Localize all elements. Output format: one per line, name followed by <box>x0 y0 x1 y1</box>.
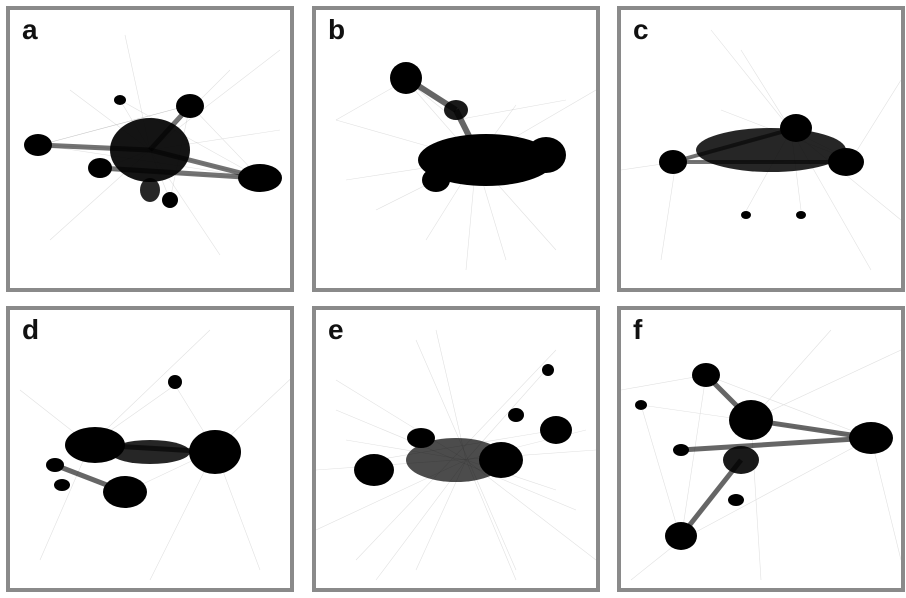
network-graph-f <box>621 329 901 581</box>
panel-e: e <box>312 306 600 592</box>
panel-label-d: d <box>22 314 40 345</box>
network-graph-e <box>316 329 596 581</box>
panel-b: b <box>312 6 600 292</box>
panel-c: c <box>617 6 905 292</box>
panel-label-f: f <box>633 314 643 345</box>
panel-label-e: e <box>328 314 344 345</box>
panel-label-a: a <box>22 14 38 45</box>
network-graph-a <box>24 34 282 256</box>
panel-label-b: b <box>328 14 346 45</box>
panel-a: a <box>6 6 294 292</box>
panel-f: f <box>617 306 905 592</box>
network-graph-d <box>19 329 290 581</box>
panel-label-c: c <box>633 14 649 45</box>
network-graph-c <box>621 29 901 271</box>
panel-d: d <box>6 306 294 592</box>
network-graph-b <box>335 62 596 271</box>
